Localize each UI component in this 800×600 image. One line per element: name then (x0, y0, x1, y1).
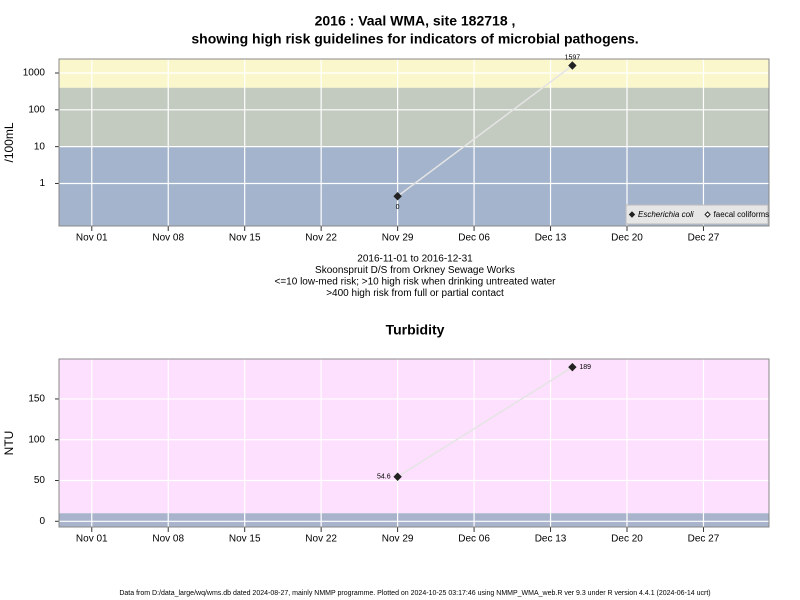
legend-marker (628, 211, 636, 218)
x-tick-label: Nov 29 (382, 534, 414, 545)
risk-band (59, 359, 769, 514)
y-tick-label: 1 (39, 178, 45, 189)
y-tick-label: 150 (28, 394, 45, 405)
data-point (393, 192, 402, 201)
x-tick-label: Dec 27 (688, 233, 720, 244)
x-tick-label: Dec 27 (688, 534, 720, 545)
x-tick-label: Nov 22 (305, 233, 337, 244)
chart-title: Turbidity (386, 322, 445, 338)
x-tick-label: Nov 15 (229, 233, 261, 244)
subtitle: >400 high risk from full or partial cont… (326, 288, 504, 299)
plot-border (58, 58, 770, 227)
series-line (397, 64, 573, 197)
y-tick-label: 50 (34, 475, 46, 486)
y-axis-label: NTU (2, 431, 16, 456)
y-tick-label: 10 (34, 141, 46, 152)
x-tick-label: Nov 08 (152, 233, 184, 244)
y-tick-label: 100 (28, 104, 45, 115)
x-tick-label: Dec 06 (458, 233, 490, 244)
value-label: 0 (396, 204, 400, 211)
x-tick-label: Nov 08 (152, 534, 184, 545)
y-axis-label: /100mL (2, 122, 16, 162)
x-tick-label: Nov 01 (76, 534, 108, 545)
footer: Data from D:/data_large/wq/wms.db dated … (119, 590, 710, 597)
risk-band (59, 87, 769, 147)
risk-band (59, 513, 769, 527)
y-tick-label: 100 (28, 434, 45, 445)
y-tick-label: 0 (39, 516, 45, 527)
value-label: 1597 (565, 54, 581, 61)
chart-title: showing high risk guidelines for indicat… (191, 31, 638, 47)
chart-title: 2016 : Vaal WMA, site 182718 , (315, 13, 516, 29)
x-tick-label: Dec 20 (611, 233, 643, 244)
data-point (393, 472, 402, 481)
value-label: 54.6 (377, 474, 391, 481)
plot-border (58, 358, 770, 528)
data-point (568, 362, 577, 372)
legend-label: Escherichia coli (638, 210, 694, 219)
x-tick-label: Dec 20 (611, 534, 643, 545)
x-tick-label: Nov 15 (229, 534, 261, 545)
legend-marker (704, 211, 711, 218)
x-tick-label: Dec 13 (535, 233, 567, 244)
data-point (568, 61, 577, 70)
x-tick-label: Dec 13 (535, 534, 567, 545)
x-tick-label: Nov 22 (305, 534, 337, 545)
series-line (397, 366, 573, 478)
x-tick-label: Dec 06 (458, 534, 490, 545)
subtitle: 2016-11-01 to 2016-12-31 (357, 254, 473, 265)
x-tick-label: Nov 29 (382, 233, 414, 244)
y-tick-label: 1000 (23, 68, 46, 79)
x-tick-label: Nov 01 (76, 233, 108, 244)
value-label: 189 (579, 364, 591, 371)
subtitle: <=10 low-med risk; >10 high risk when dr… (275, 277, 557, 288)
legend-label: faecal coliforms (714, 210, 770, 219)
subtitle: Skoonspruit D/S from Orkney Sewage Works (315, 265, 515, 276)
legend-box (625, 204, 769, 225)
